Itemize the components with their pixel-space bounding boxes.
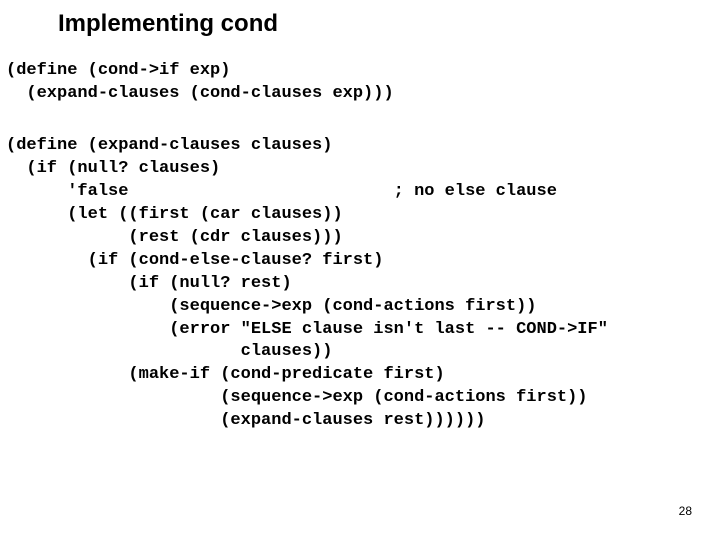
code-block-1: (define (cond->if exp) (expand-clauses (… xyxy=(6,60,394,106)
code-block-2: (define (expand-clauses clauses) (if (nu… xyxy=(6,135,608,433)
slide-title: Implementing cond xyxy=(58,10,278,38)
page-number: 28 xyxy=(679,504,692,518)
